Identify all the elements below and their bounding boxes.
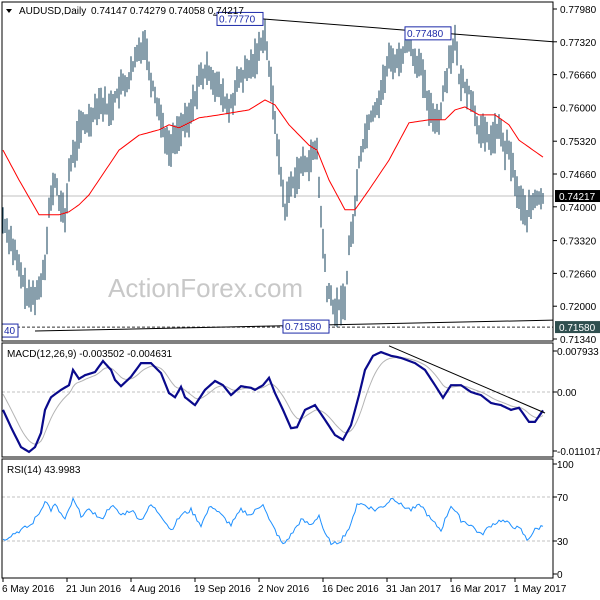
annotation-label: 0.71580 — [285, 322, 322, 333]
annotation-label: 0.77480 — [407, 29, 444, 40]
rsi-axis-label: 100 — [557, 460, 574, 471]
date-axis-label: 16 Mar 2017 — [450, 584, 507, 595]
annotation-box — [282, 319, 330, 334]
date-axis-label: 6 May 2016 — [2, 584, 55, 595]
macd-axis-label: 0.00 — [557, 388, 577, 399]
price-annotation: 0.77480 — [404, 26, 452, 41]
date-axis-label: 4 Aug 2016 — [130, 584, 181, 595]
price-axis-label: 0.71340 — [560, 335, 597, 346]
price-axis-label: 0.72660 — [560, 269, 597, 280]
price-axis-label: 0.76660 — [560, 71, 597, 82]
price-annotation: 40 — [1, 323, 19, 338]
watermark: ActionForex.com — [108, 273, 303, 303]
annotation-box — [404, 26, 452, 41]
date-axis-label: 2 Nov 2016 — [258, 584, 310, 595]
price-annotation: 0.71580 — [282, 319, 330, 334]
price-axis-label: 0.74000 — [560, 203, 597, 214]
level-price-label: 0.71580 — [559, 323, 596, 334]
macd-trendline — [388, 345, 546, 414]
level-price-badge — [555, 321, 600, 334]
macd-signal-line — [2, 357, 544, 445]
price-axis-label: 0.75320 — [560, 137, 597, 148]
rsi-axis-label: 70 — [557, 493, 569, 504]
rsi-header: RSI(14) 43.9983 — [7, 465, 81, 476]
macd-main-line — [2, 350, 544, 454]
macd-axis-label: -0.011017 — [557, 447, 600, 458]
price-panel[interactable]: 0.77770 0.77480 0.71580 40 — [1, 11, 554, 338]
annotation-label: 40 — [4, 326, 16, 337]
price-axis-label: 0.76000 — [560, 103, 597, 114]
current-price-badge — [555, 190, 600, 203]
current-price-label: 0.74217 — [559, 192, 596, 203]
macd-axis-label: 0.007933 — [557, 347, 599, 358]
rsi-line — [2, 496, 544, 546]
price-axis-label: 0.73320 — [560, 237, 597, 248]
upper-trendline — [212, 14, 554, 43]
date-axis-label: 16 Dec 2016 — [322, 584, 379, 595]
price-panel-border — [1, 1, 554, 342]
annotation-label: 0.77770 — [219, 14, 256, 25]
date-axis-label: 21 Jun 2016 — [66, 584, 121, 595]
rsi-panel-border — [1, 458, 554, 579]
rsi-axis-label: 0 — [557, 570, 563, 581]
ohlc-values: 0.74147 0.74279 0.74058 0.74217 — [91, 6, 244, 17]
macd-header: MACD(12,26,9) -0.003502 -0.004631 — [7, 349, 173, 360]
moving-average-line — [2, 99, 544, 216]
dropdown-triangle-icon[interactable] — [6, 9, 12, 13]
date-axis-label: 31 Jan 2017 — [386, 584, 441, 595]
price-axis-label: 0.77980 — [560, 5, 597, 16]
macd-panel[interactable] — [2, 345, 553, 454]
rsi-axis-label: 30 — [557, 537, 569, 548]
price-axis-label: 0.74660 — [560, 170, 597, 181]
axes: 0.77980 0.77320 0.76660 0.76000 0.75320 0.746… — [2, 5, 600, 595]
date-axis-label: 1 May 2017 — [514, 584, 567, 595]
price-axis-label: 0.77320 — [560, 38, 597, 49]
date-axis-label: 19 Sep 2016 — [194, 584, 251, 595]
annotation-box — [216, 11, 264, 26]
rsi-panel[interactable] — [2, 496, 553, 546]
symbol-title: AUDUSD,Daily — [19, 6, 86, 17]
price-annotation: 0.77770 — [216, 11, 264, 26]
price-axis-label: 0.72000 — [560, 302, 597, 313]
macd-panel-border — [1, 342, 554, 458]
